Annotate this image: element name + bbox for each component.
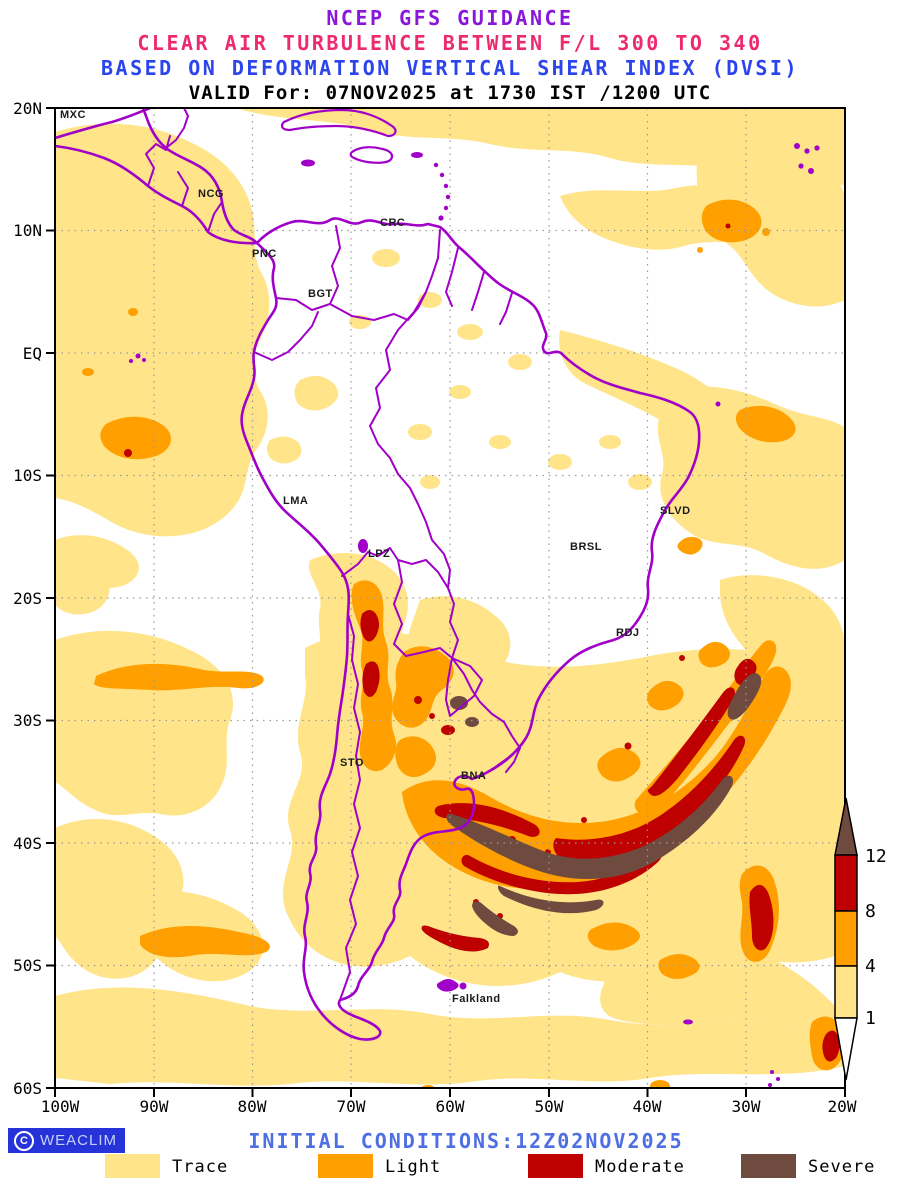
- title-method: BASED ON DEFORMATION VERTICAL SHEAR INDE…: [101, 56, 799, 80]
- lat-tick-label: 60S: [13, 1079, 42, 1098]
- lat-tick-label: 10S: [13, 466, 42, 485]
- lat-tick-label: 10N: [13, 221, 42, 240]
- lon-tick-label: 70W: [337, 1097, 366, 1116]
- lat-axis-labels: 20N 10N EQ 10S 20S 30S 40S 50S 60S: [13, 99, 42, 1098]
- colorbar-below-arrow: [834, 1017, 858, 1081]
- weaclim-logo: C WEACLIM: [8, 1128, 126, 1153]
- colorbar-tick-1: 1: [865, 1008, 876, 1029]
- city-label: BRSL: [570, 541, 602, 553]
- axis-ticks: [46, 107, 846, 1097]
- city-label: SLVD: [660, 505, 691, 517]
- legend-swatch-severe: [741, 1154, 796, 1178]
- islands: [129, 143, 820, 1087]
- legend-label-moderate: Moderate: [595, 1157, 685, 1177]
- coastlines: [55, 108, 701, 1041]
- lon-tick-label: 90W: [140, 1097, 169, 1116]
- chart-titles: NCEP GFS GUIDANCE CLEAR AIR TURBULENCE B…: [0, 6, 900, 106]
- title-product: CLEAR AIR TURBULENCE BETWEEN F/L 300 TO …: [137, 31, 763, 55]
- city-label: RDJ: [616, 627, 640, 639]
- lon-axis-labels: 100W 90W 80W 70W 60W 50W 40W 30W 20W: [41, 1097, 857, 1116]
- shading-severe: [446, 673, 762, 936]
- legend-label-light: Light: [385, 1157, 442, 1177]
- lat-tick-label: 50S: [13, 956, 42, 975]
- colorbar: 12 8 4 1: [834, 797, 887, 1081]
- city-label: PNC: [252, 248, 277, 260]
- lon-tick-label: 50W: [535, 1097, 564, 1116]
- city-label: BNA: [461, 770, 486, 782]
- colorbar-tick-8: 8: [865, 901, 876, 922]
- lon-tick-label: 60W: [436, 1097, 465, 1116]
- colorbar-trace-band: [834, 965, 858, 1019]
- colorbar-tick-12: 12: [865, 846, 887, 867]
- lon-tick-label: 100W: [41, 1097, 80, 1116]
- copyright-icon: C: [14, 1130, 34, 1151]
- colorbar-tick-4: 4: [865, 956, 876, 977]
- city-label: BGT: [308, 288, 333, 300]
- intensity-legend: Trace Light Moderate Severe: [0, 1154, 900, 1184]
- title-valid-time: VALID For: 07NOV2025 at 1730 IST /1200 U…: [188, 82, 712, 104]
- colorbar-light-band: [834, 910, 858, 967]
- legend-swatch-light: [318, 1154, 373, 1178]
- city-label: LMA: [283, 495, 308, 507]
- brand-name: WEACLIM: [40, 1132, 118, 1149]
- lat-tick-label: 30S: [13, 711, 42, 730]
- city-label: MXC: [60, 109, 86, 121]
- lon-tick-label: 30W: [732, 1097, 761, 1116]
- legend-label-severe: Severe: [808, 1157, 876, 1177]
- gridlines: [55, 108, 845, 1088]
- legend-swatch-trace: [105, 1154, 160, 1178]
- title-model: NCEP GFS GUIDANCE: [326, 6, 574, 30]
- lon-tick-label: 40W: [633, 1097, 662, 1116]
- lon-tick-label: 80W: [238, 1097, 267, 1116]
- legend-swatch-moderate: [528, 1154, 583, 1178]
- colorbar-moderate-band: [834, 854, 858, 912]
- city-label: NCG: [198, 188, 224, 200]
- lat-tick-label: 20N: [13, 99, 42, 118]
- city-label: CRC: [380, 217, 405, 229]
- city-label: Falkland: [452, 993, 501, 1005]
- legend-label-trace: Trace: [172, 1157, 229, 1177]
- lat-tick-label: 20S: [13, 589, 42, 608]
- city-label: LPZ: [368, 548, 390, 560]
- lat-tick-label: EQ: [23, 344, 42, 363]
- initial-conditions-text: INITIAL CONDITIONS:12Z02NOV2025: [248, 1129, 684, 1153]
- city-label: STO: [340, 757, 364, 769]
- lon-tick-label: 20W: [828, 1097, 857, 1116]
- lat-tick-label: 40S: [13, 834, 42, 853]
- city-labels: MXC NCG PNC CRC BGT LMA LPZ BRSL SLVD RD…: [60, 109, 691, 1005]
